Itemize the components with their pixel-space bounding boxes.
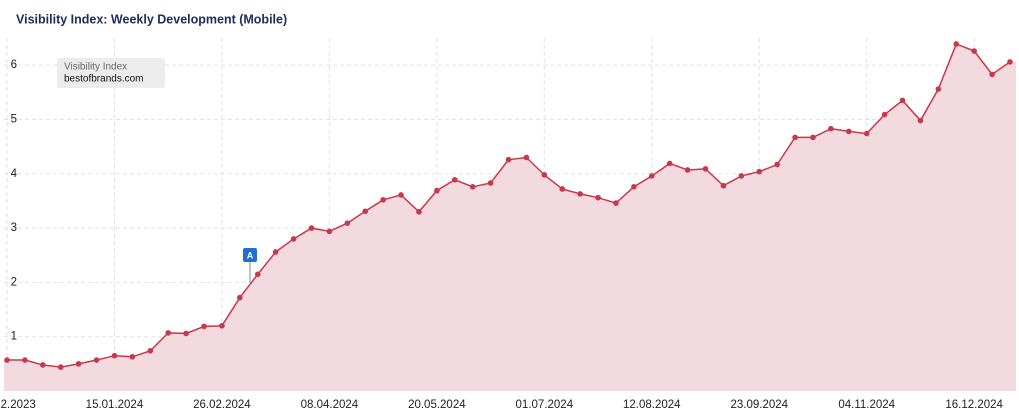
point xyxy=(290,236,297,242)
point xyxy=(416,208,422,215)
annotation-flag[interactable] xyxy=(243,248,257,262)
point xyxy=(111,352,118,359)
x-tick-label: 04.11.2024 xyxy=(838,399,895,411)
legend: Visibility Index bestofbrands.com xyxy=(57,58,165,88)
point xyxy=(344,220,351,226)
point xyxy=(577,191,583,197)
annotation[interactable]: A xyxy=(243,248,257,283)
x-tick-label: 01.07.2024 xyxy=(516,399,574,411)
y-tick-label: 3 xyxy=(11,222,17,234)
point xyxy=(828,125,834,132)
legend-title: Visibility Index xyxy=(64,62,127,73)
point xyxy=(989,71,995,78)
point xyxy=(487,180,494,186)
point xyxy=(863,130,870,137)
point xyxy=(648,173,655,179)
point xyxy=(165,330,171,336)
point xyxy=(774,161,780,168)
y-tick-label: 1 xyxy=(11,331,17,343)
point xyxy=(846,128,852,135)
x-tick-label: 20.05.2024 xyxy=(408,399,466,411)
point xyxy=(434,187,440,194)
point xyxy=(451,176,458,183)
point xyxy=(756,168,763,175)
point xyxy=(684,167,691,173)
point xyxy=(272,249,279,255)
point xyxy=(57,364,64,370)
point xyxy=(935,86,942,92)
point xyxy=(326,228,333,235)
point xyxy=(541,172,548,178)
x-tick-label: 15.01.2024 xyxy=(86,399,144,411)
point xyxy=(1007,59,1013,65)
y-tick-label: 4 xyxy=(11,168,18,180)
annotation-label: A xyxy=(247,250,254,260)
point xyxy=(308,225,315,231)
point xyxy=(469,184,476,190)
y-tick-label: 5 xyxy=(11,113,17,125)
point xyxy=(40,362,46,368)
point xyxy=(362,208,369,215)
point xyxy=(237,294,243,301)
point xyxy=(183,330,189,337)
area xyxy=(4,43,1016,391)
point xyxy=(201,323,207,330)
point xyxy=(631,184,637,190)
legend-entry: bestofbrands.com xyxy=(64,74,144,85)
x-tick-label: 26.02.2024 xyxy=(193,399,251,411)
point xyxy=(810,134,816,141)
x-tick-label: 16.12.2024 xyxy=(945,399,1003,411)
point xyxy=(75,361,82,367)
point xyxy=(738,173,745,179)
point xyxy=(613,200,619,206)
x-tick-label: 12.08.2024 xyxy=(623,399,681,411)
point xyxy=(129,353,136,360)
point xyxy=(93,357,100,363)
point xyxy=(505,156,512,163)
point xyxy=(971,48,977,54)
point xyxy=(899,97,906,104)
point xyxy=(219,323,225,329)
point xyxy=(380,197,386,203)
x-tick-label: 23.09.2024 xyxy=(730,399,788,411)
point xyxy=(792,134,798,141)
x-tick-label: 04.12.2023 xyxy=(0,399,36,411)
x-tick-label: 08.04.2024 xyxy=(301,399,359,411)
point xyxy=(881,111,888,118)
point xyxy=(22,357,28,363)
point xyxy=(559,186,566,192)
point xyxy=(666,160,673,167)
chart-title: Visibility Index: Weekly Development (Mo… xyxy=(16,12,287,26)
point xyxy=(254,271,261,278)
point xyxy=(720,182,727,189)
y-tick-label: 6 xyxy=(11,59,17,71)
y-tick-label: 2 xyxy=(11,276,17,288)
point xyxy=(953,41,960,47)
legend-box xyxy=(57,58,165,88)
point xyxy=(917,117,924,124)
point xyxy=(523,154,530,161)
point xyxy=(702,166,709,172)
point xyxy=(595,194,601,201)
point xyxy=(147,348,154,354)
point xyxy=(398,192,404,198)
point xyxy=(4,357,10,363)
